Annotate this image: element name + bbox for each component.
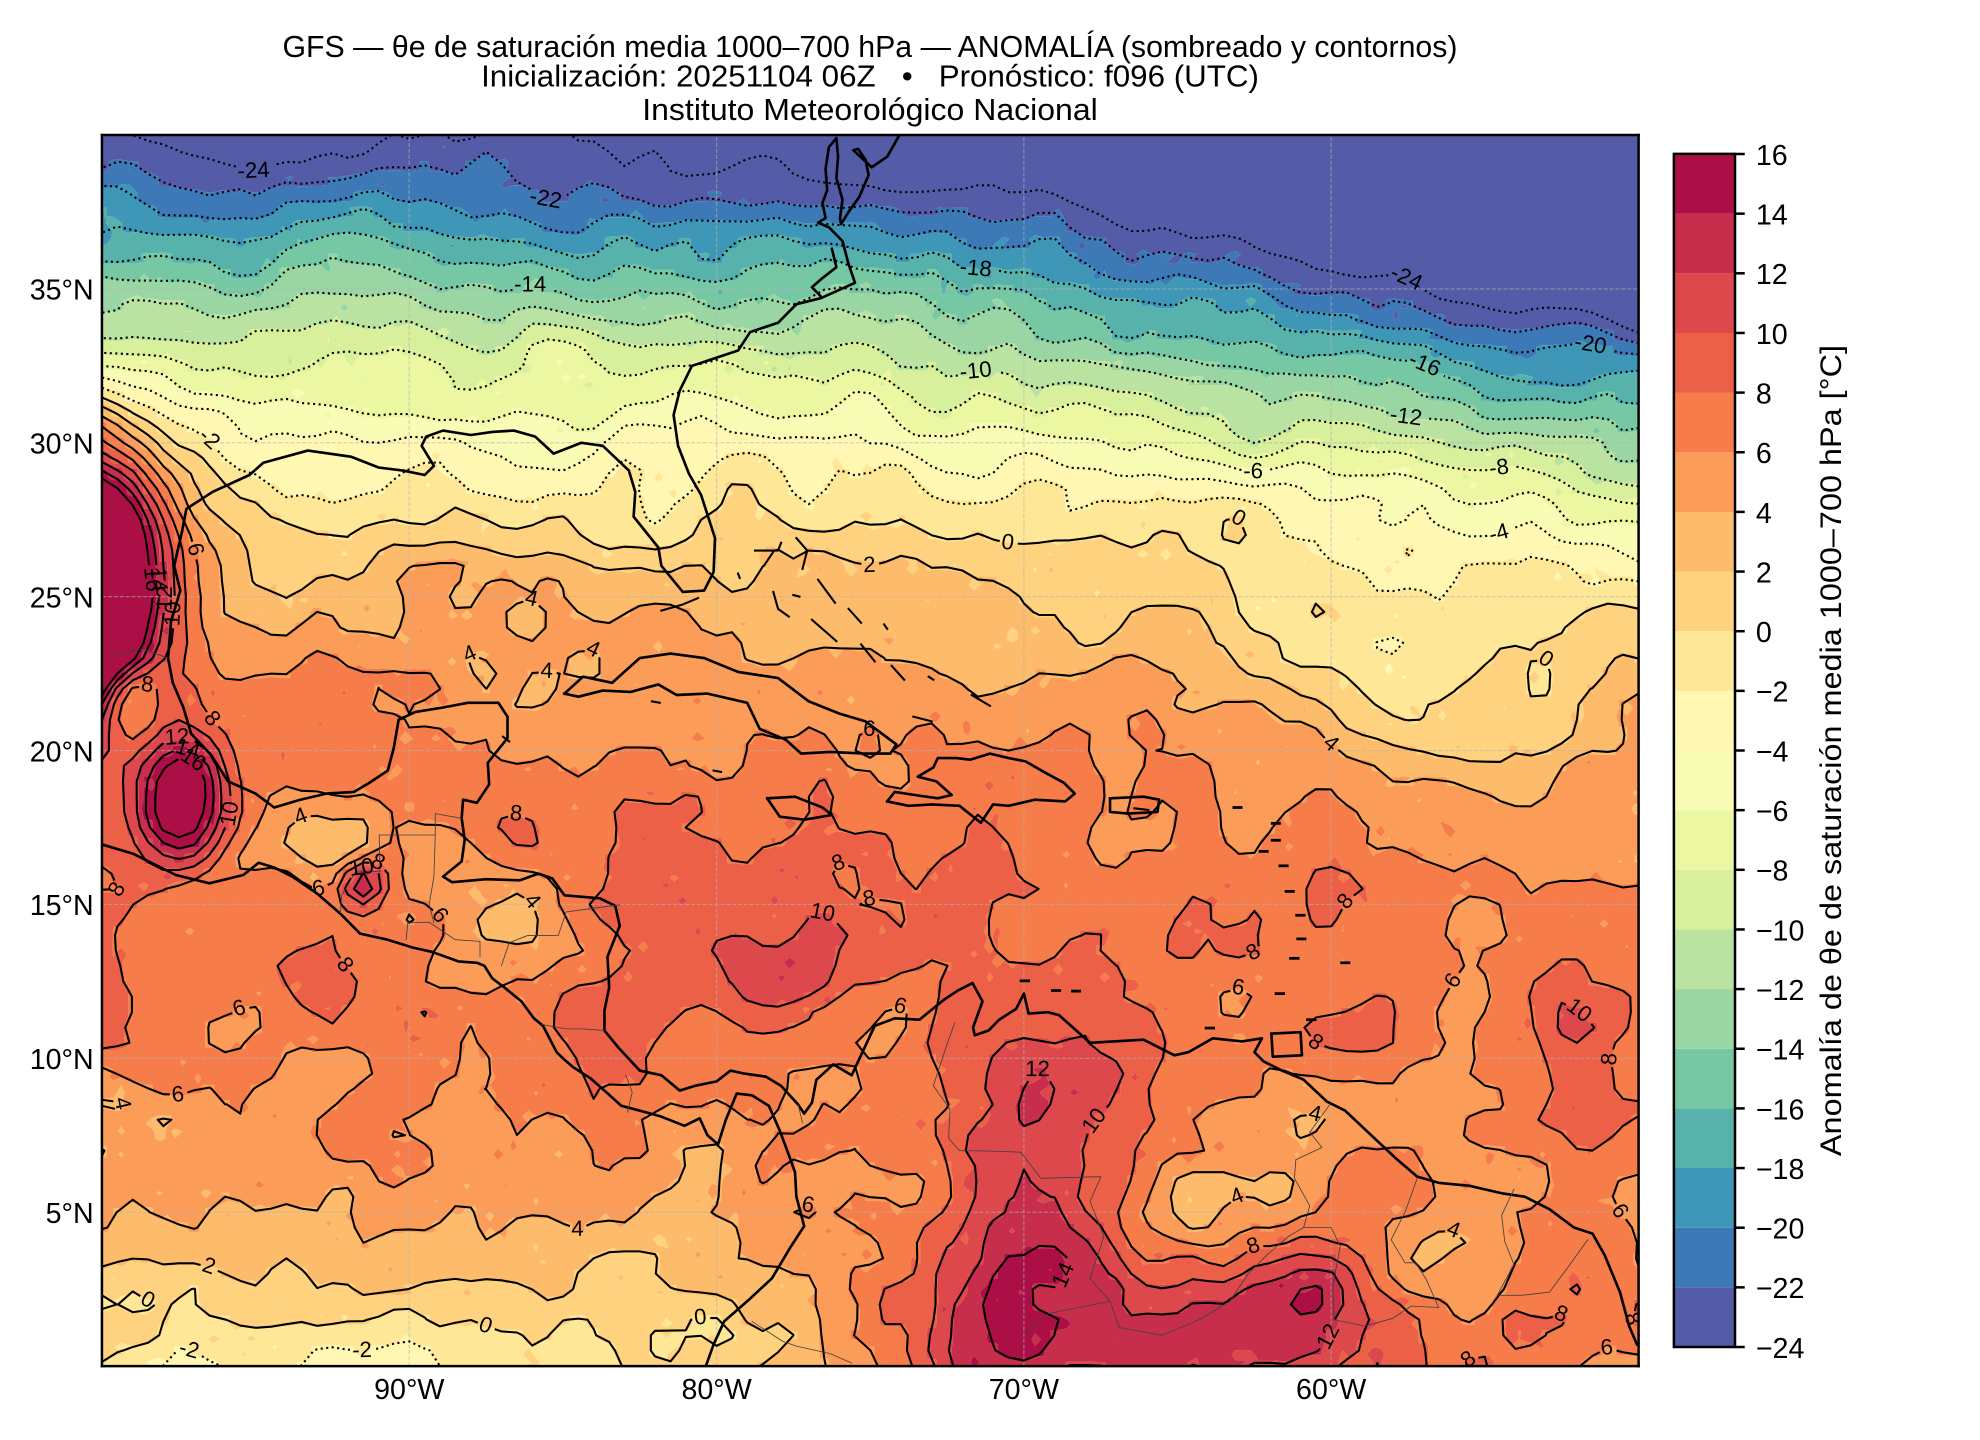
svg-text:Inicialización: 20251104 06Z: Inicialización: 20251104 06Z • Pronóstic… <box>481 59 1259 93</box>
svg-text:-20: -20 <box>1573 329 1609 359</box>
svg-text:8: 8 <box>140 671 155 697</box>
svg-text:-18: -18 <box>959 254 993 282</box>
svg-text:12: 12 <box>151 586 177 611</box>
svg-text:0: 0 <box>693 1304 707 1330</box>
svg-text:4: 4 <box>540 658 553 683</box>
svg-text:2: 2 <box>1756 557 1772 589</box>
svg-text:10: 10 <box>1756 319 1788 351</box>
svg-text:16: 16 <box>1756 140 1788 172</box>
svg-text:−20: −20 <box>1756 1214 1805 1246</box>
svg-text:8: 8 <box>1596 1052 1622 1066</box>
svg-text:-24: -24 <box>237 157 270 183</box>
svg-text:−2: −2 <box>1756 677 1789 709</box>
svg-text:70°W: 70°W <box>989 1374 1059 1406</box>
svg-text:35°N: 35°N <box>30 275 94 307</box>
svg-text:6: 6 <box>1230 973 1246 1000</box>
svg-text:−10: −10 <box>1756 915 1805 947</box>
svg-text:20°N: 20°N <box>30 736 94 768</box>
svg-text:−12: −12 <box>1756 975 1805 1007</box>
svg-text:15°N: 15°N <box>30 890 94 922</box>
svg-text:4: 4 <box>1756 498 1772 530</box>
svg-text:5°N: 5°N <box>46 1198 94 1230</box>
svg-text:-2: -2 <box>352 1337 373 1363</box>
svg-text:8: 8 <box>1756 378 1772 410</box>
svg-text:−16: −16 <box>1756 1094 1805 1126</box>
svg-text:10: 10 <box>159 601 185 627</box>
svg-text:10: 10 <box>347 853 375 881</box>
svg-text:2: 2 <box>863 552 876 577</box>
svg-text:25°N: 25°N <box>30 582 94 614</box>
svg-text:60°W: 60°W <box>1296 1374 1366 1406</box>
svg-text:6: 6 <box>1756 438 1772 470</box>
svg-text:12: 12 <box>164 723 190 750</box>
svg-text:−18: −18 <box>1756 1154 1805 1186</box>
svg-text:10: 10 <box>808 897 837 926</box>
svg-text:-8: -8 <box>1487 453 1510 480</box>
svg-text:12: 12 <box>1025 1056 1050 1081</box>
svg-text:6: 6 <box>310 874 327 901</box>
svg-text:6: 6 <box>170 1081 185 1107</box>
svg-text:GFS — θe de saturación media 1: GFS — θe de saturación media 1000–700 hP… <box>283 29 1458 64</box>
svg-text:4: 4 <box>109 1095 136 1112</box>
svg-text:4: 4 <box>571 1216 584 1241</box>
svg-text:Anomalía de θe de saturación m: Anomalía de θe de saturación media 1000–… <box>1816 345 1848 1156</box>
svg-text:14: 14 <box>1756 200 1788 232</box>
svg-text:-10: -10 <box>958 356 993 384</box>
svg-text:-6: -6 <box>1243 458 1263 483</box>
svg-text:−8: −8 <box>1756 856 1789 888</box>
svg-text:6: 6 <box>1599 1334 1614 1360</box>
svg-text:30°N: 30°N <box>30 429 94 461</box>
svg-text:16: 16 <box>139 566 167 593</box>
svg-text:-12: -12 <box>1389 401 1424 430</box>
svg-text:−24: −24 <box>1756 1333 1805 1365</box>
svg-text:6: 6 <box>892 992 910 1019</box>
svg-text:−22: −22 <box>1756 1273 1805 1305</box>
svg-text:−14: −14 <box>1756 1035 1805 1067</box>
svg-text:8: 8 <box>1619 1309 1646 1328</box>
svg-text:80°W: 80°W <box>681 1374 751 1406</box>
svg-text:−4: −4 <box>1756 736 1789 768</box>
svg-text:12: 12 <box>1756 259 1788 291</box>
svg-text:6: 6 <box>800 1191 817 1218</box>
svg-text:6: 6 <box>862 715 876 741</box>
svg-text:−6: −6 <box>1756 796 1789 828</box>
svg-text:-22: -22 <box>528 183 564 213</box>
svg-text:0: 0 <box>1000 529 1016 555</box>
svg-text:4: 4 <box>523 584 541 611</box>
svg-text:8: 8 <box>861 884 878 911</box>
svg-text:90°W: 90°W <box>374 1374 444 1406</box>
svg-text:0: 0 <box>1756 617 1772 649</box>
svg-text:14: 14 <box>146 566 173 593</box>
svg-text:Instituto Meteorológico Nacion: Instituto Meteorológico Nacional <box>642 93 1098 127</box>
svg-text:10: 10 <box>215 799 244 828</box>
svg-text:8: 8 <box>509 800 523 826</box>
svg-text:4: 4 <box>1306 1099 1324 1126</box>
svg-text:10°N: 10°N <box>30 1044 94 1076</box>
svg-text:6: 6 <box>182 540 209 558</box>
svg-text:-14: -14 <box>514 271 546 296</box>
